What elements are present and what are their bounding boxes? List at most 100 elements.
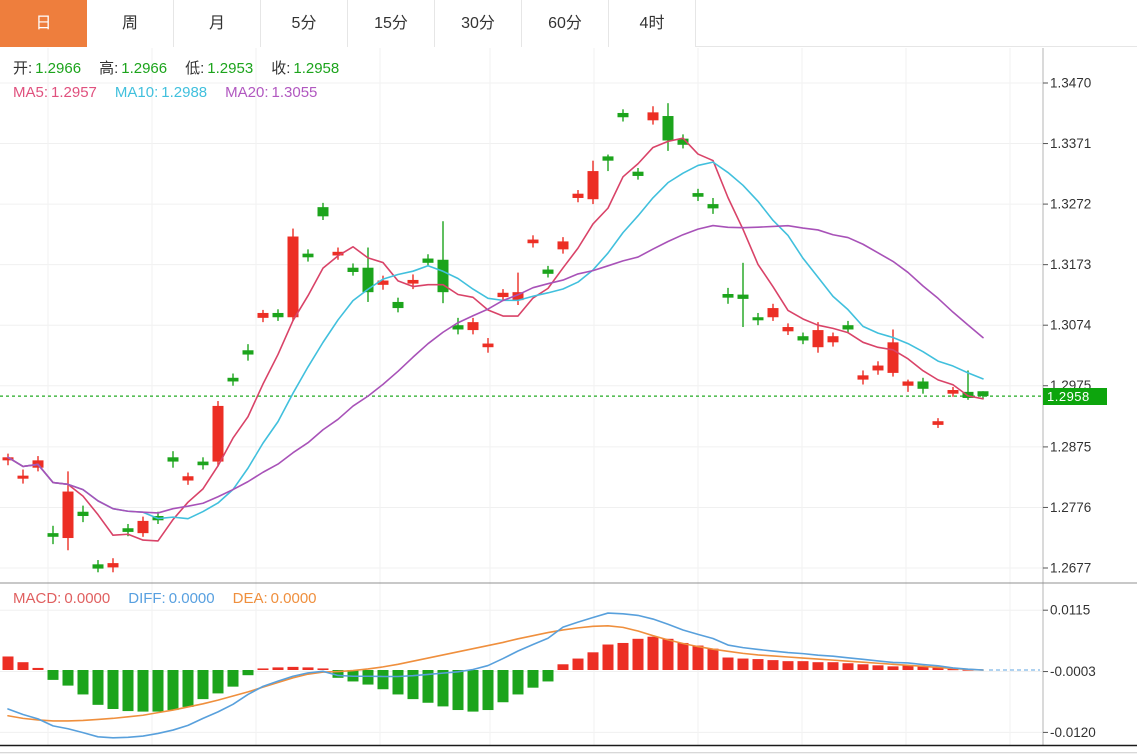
candle-body <box>347 267 359 272</box>
macd-hist-bar <box>197 670 209 700</box>
macd-hist-bar <box>167 670 179 711</box>
macd-hist-bar <box>227 670 239 687</box>
candle-body <box>467 322 479 331</box>
ma5-line <box>7 137 984 542</box>
macd-hist-bar <box>287 666 299 670</box>
candle-body <box>587 171 599 200</box>
tab-day[interactable]: 日 <box>0 0 87 47</box>
macd-hist-bar <box>152 670 164 712</box>
candle-body <box>122 528 134 532</box>
candle-body <box>2 457 14 461</box>
macd-hist-bar <box>362 670 374 685</box>
macd-hist-bar <box>122 670 134 712</box>
macd-hist-bar <box>872 665 884 670</box>
macd-hist-bar <box>377 670 389 690</box>
candle-body <box>362 267 374 293</box>
macd-tick-label: -0.0003 <box>1050 664 1096 679</box>
macd-hist-bar <box>842 663 854 670</box>
macd-hist-bar <box>617 642 629 670</box>
macd-hist-bar <box>317 668 329 670</box>
candle-body <box>767 308 779 318</box>
dea-line <box>7 624 984 722</box>
candle-body <box>977 391 989 397</box>
candle-body <box>827 336 839 343</box>
candle-body <box>557 241 569 250</box>
candle-body <box>857 375 869 380</box>
period-toolbar: 日周月 5分 15分 30分 60分 4时 <box>0 0 1137 47</box>
macd-hist-bar <box>107 670 119 709</box>
tab-4hour[interactable]: 4时 <box>609 0 696 47</box>
candle-body <box>407 279 419 284</box>
macd-hist-bar <box>632 638 644 670</box>
candle-body <box>872 365 884 371</box>
tab-60min[interactable]: 60分 <box>522 0 609 47</box>
current-price-tag: 1.2958 <box>1043 388 1107 405</box>
candle-body <box>632 171 644 176</box>
candle-body <box>287 236 299 318</box>
candle-body <box>17 475 29 479</box>
candle-body <box>662 116 674 141</box>
macd-hist-bar <box>77 670 89 695</box>
macd-hist-bar <box>917 666 929 670</box>
macd-hist-bar <box>947 668 959 671</box>
candle-body <box>197 461 209 466</box>
candle-body <box>317 207 329 217</box>
candle-body <box>692 193 704 197</box>
candle-body <box>422 258 434 263</box>
price-tick-label: 1.2776 <box>1050 500 1091 515</box>
candle-body <box>227 377 239 382</box>
candle-body <box>902 381 914 386</box>
macd-hist-bar <box>272 667 284 670</box>
macd-hist-bar <box>92 670 104 705</box>
diff-line <box>7 612 984 739</box>
tab-5min[interactable]: 5分 <box>261 0 348 47</box>
candle-body <box>182 476 194 481</box>
macd-hist-bar <box>17 662 29 670</box>
price-tick-label: 1.3470 <box>1050 76 1091 91</box>
candle-body <box>212 405 224 462</box>
candle-body <box>707 204 719 209</box>
macd-hist-bar <box>887 666 899 670</box>
macd-hist-bar <box>812 662 824 670</box>
candle-body <box>617 112 629 118</box>
macd-hist-bar <box>662 638 674 670</box>
macd-hist-bar <box>2 656 14 670</box>
macd-hist-bar <box>392 670 404 695</box>
macd-hist-bar <box>32 667 44 670</box>
tab-30min[interactable]: 30分 <box>435 0 522 47</box>
tab-week[interactable]: 周 <box>87 0 174 47</box>
candle-body <box>737 294 749 299</box>
price-tick-label: 1.3272 <box>1050 197 1091 212</box>
macd-hist-bar <box>797 661 809 670</box>
macd-hist-bar <box>677 642 689 670</box>
candle-body <box>77 511 89 517</box>
price-tick-label: 1.2677 <box>1050 560 1091 575</box>
macd-hist-bar <box>497 670 509 703</box>
candle-body <box>842 325 854 330</box>
macd-hist-bar <box>407 670 419 700</box>
macd-hist-bar <box>827 662 839 670</box>
candle-body <box>482 343 494 348</box>
candle-body <box>512 292 524 301</box>
macd-hist-bar <box>182 670 194 707</box>
candle-body <box>497 292 509 298</box>
candle-body <box>272 312 284 318</box>
macd-hist-bar <box>62 670 74 686</box>
candle-body <box>677 138 689 145</box>
candle-body <box>647 112 659 121</box>
candle-body <box>137 520 149 534</box>
macd-hist-bar <box>422 670 434 703</box>
tab-month[interactable]: 月 <box>174 0 261 47</box>
macd-hist-bar <box>512 670 524 695</box>
macd-hist-bar <box>587 652 599 670</box>
candle-body <box>602 156 614 161</box>
tab-15min[interactable]: 15分 <box>348 0 435 47</box>
macd-hist-bar <box>857 664 869 670</box>
macd-hist-bar <box>332 670 344 678</box>
price-tick-label: 1.3074 <box>1050 318 1092 333</box>
price-tick-label: 1.3173 <box>1050 257 1091 272</box>
macd-hist-bar <box>482 670 494 711</box>
candle-body <box>452 325 464 330</box>
